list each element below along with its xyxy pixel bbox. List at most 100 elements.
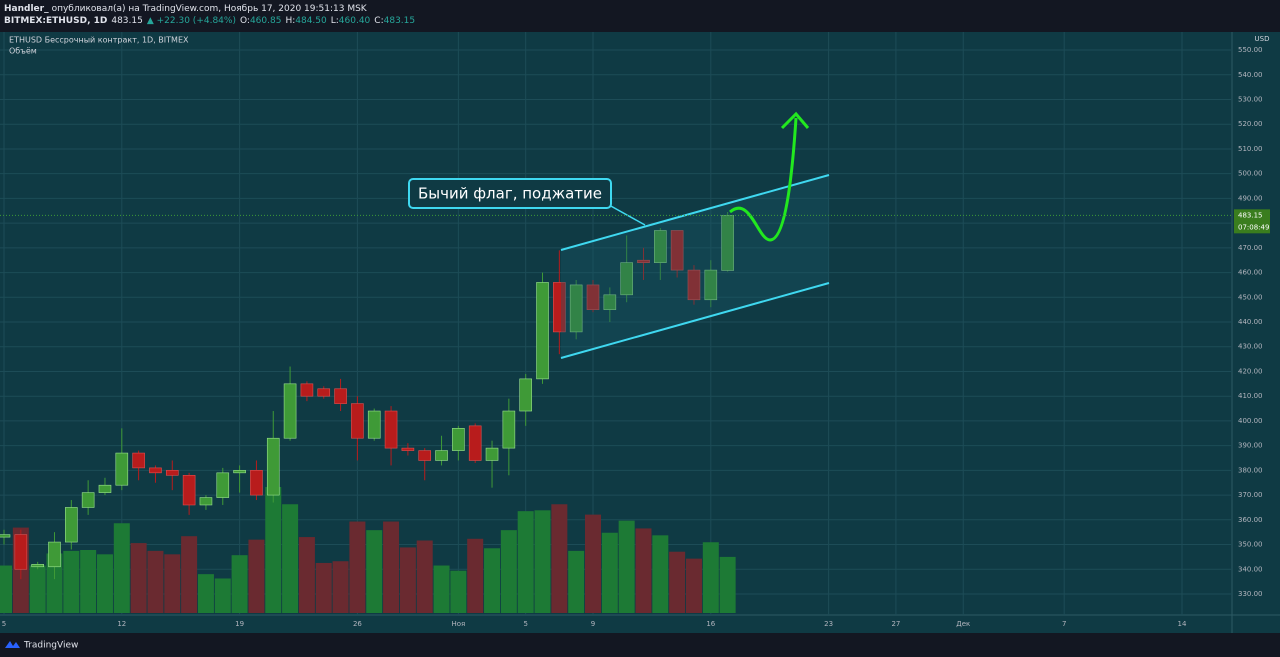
x-tick-label: Ноя xyxy=(451,620,465,628)
candle-body xyxy=(351,403,364,439)
candle-body xyxy=(637,259,650,263)
volume-bar xyxy=(551,504,568,613)
x-tick-label: Дек xyxy=(956,620,970,628)
candle-body xyxy=(14,534,28,570)
y-tick-label: 430.00 xyxy=(1238,343,1263,351)
candle-body xyxy=(115,452,129,486)
candle-body xyxy=(418,450,432,461)
legend-entry: Объём xyxy=(9,47,37,56)
candle-body xyxy=(670,230,684,271)
ohlc-value: 460.40 xyxy=(339,16,371,26)
volume-bar xyxy=(517,511,534,613)
y-tick-label: 540.00 xyxy=(1238,71,1263,79)
y-tick-label: 520.00 xyxy=(1238,120,1263,128)
candle-body xyxy=(65,507,78,543)
volume-bar xyxy=(685,558,702,613)
candle-body xyxy=(519,378,532,412)
x-tick-label: 26 xyxy=(353,620,362,628)
y-tick-label: 450.00 xyxy=(1238,293,1263,301)
y-tick-label: 350.00 xyxy=(1238,541,1263,549)
x-tick-label: 16 xyxy=(706,620,715,628)
candle-body xyxy=(132,452,145,469)
annotation: Бычий флаг, поджатие xyxy=(418,185,602,203)
y-tick-label: 360.00 xyxy=(1238,516,1263,524)
volume-bar xyxy=(197,574,214,613)
volume-bar xyxy=(80,550,97,613)
volume-bar xyxy=(46,553,63,613)
volume-bar xyxy=(500,530,517,613)
candle-body xyxy=(553,282,566,333)
candle-body xyxy=(31,564,44,568)
arrow-path xyxy=(729,117,798,242)
ohlc-label: L: xyxy=(331,16,339,26)
volume-bar xyxy=(29,565,46,613)
candle-body xyxy=(620,262,633,296)
axis-unit: USD xyxy=(1255,35,1270,43)
volume-bar xyxy=(635,528,652,613)
change: ▲ +22.30 (+4.84%) xyxy=(147,16,236,26)
x-tick-label: 19 xyxy=(235,620,244,628)
y-tick-label: 530.00 xyxy=(1238,95,1263,103)
candle-body xyxy=(182,475,196,506)
author: Handler_ xyxy=(4,4,49,14)
candle-body xyxy=(452,428,465,451)
candle-body xyxy=(283,383,297,439)
volume-bar xyxy=(349,521,366,613)
y-tick-label: 460.00 xyxy=(1238,269,1263,277)
volume-bar xyxy=(652,535,669,613)
ohlc-label: C: xyxy=(374,16,383,26)
volume-bar xyxy=(265,487,282,613)
candle-body xyxy=(48,541,61,568)
candle-body xyxy=(250,470,263,496)
volume-bar xyxy=(315,562,332,613)
ohlc-value: 460.85 xyxy=(250,16,282,26)
logo xyxy=(5,641,20,648)
candle-body xyxy=(317,388,331,397)
volume-bar xyxy=(96,554,113,613)
header-line: BITMEX:ETHUSD, 1D 483.15 ▲ +22.30 (+4.84%)… xyxy=(4,16,415,26)
countdown: 07:08:49 xyxy=(1238,223,1269,231)
candle-body xyxy=(0,534,11,538)
candle-body xyxy=(233,470,246,474)
candle-body xyxy=(165,470,179,476)
candle-body xyxy=(654,230,667,263)
y-tick-label: 410.00 xyxy=(1238,392,1263,400)
x-tick-label: 5 xyxy=(523,620,527,628)
candle-body xyxy=(485,447,499,461)
x-tick-label: 7 xyxy=(1062,620,1066,628)
y-tick-label: 380.00 xyxy=(1238,466,1263,474)
ohlc-label: H: xyxy=(285,16,295,26)
x-tick-label: 14 xyxy=(1178,620,1187,628)
candle-body xyxy=(536,282,549,380)
x-tick-label: 5 xyxy=(2,620,6,628)
volume-bar xyxy=(231,555,248,613)
channel-fill xyxy=(561,175,829,358)
candle-body xyxy=(81,492,95,508)
y-tick-label: 420.00 xyxy=(1238,367,1263,375)
callout-box xyxy=(408,178,612,209)
last-price-label: 483.15 xyxy=(1238,211,1263,219)
volume-bar xyxy=(130,543,147,613)
volume-bar xyxy=(618,520,635,613)
volume-bar xyxy=(534,510,551,613)
y-tick-label: 510.00 xyxy=(1238,145,1263,153)
y-tick-label: 330.00 xyxy=(1238,590,1263,598)
volume-bar xyxy=(214,578,231,613)
volume-bar xyxy=(585,514,601,613)
x-tick-label: 12 xyxy=(117,620,126,628)
volume-bar xyxy=(366,530,383,613)
volume-bar xyxy=(181,536,198,613)
y-tick-label: 490.00 xyxy=(1238,194,1263,202)
candle-body xyxy=(216,472,230,498)
candle-body xyxy=(300,383,314,397)
candle-body xyxy=(334,388,347,404)
x-tick-label: 27 xyxy=(891,620,900,628)
channel-line xyxy=(560,282,830,359)
channel-line xyxy=(560,174,830,251)
volume-bar xyxy=(719,556,736,613)
volume-bar xyxy=(298,537,315,613)
volume-bar xyxy=(416,540,433,613)
y-tick-label: 340.00 xyxy=(1238,565,1263,573)
candle-body xyxy=(704,269,718,301)
